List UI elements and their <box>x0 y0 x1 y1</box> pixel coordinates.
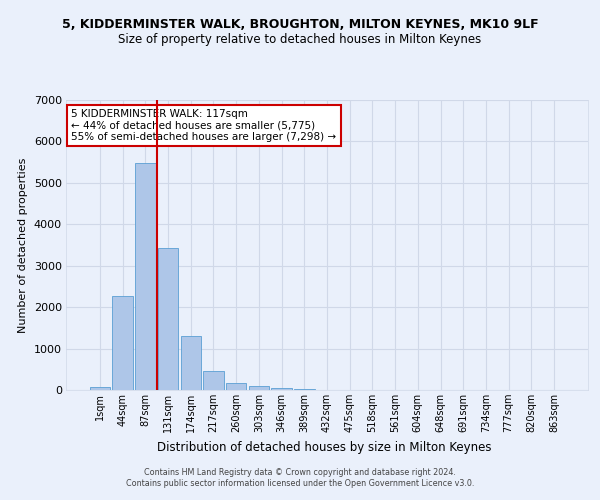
Y-axis label: Number of detached properties: Number of detached properties <box>18 158 28 332</box>
Bar <box>90 386 110 390</box>
Bar <box>271 388 292 390</box>
Bar <box>248 386 269 390</box>
Bar <box>112 296 133 390</box>
Text: 5 KIDDERMINSTER WALK: 117sqm
← 44% of detached houses are smaller (5,775)
55% of: 5 KIDDERMINSTER WALK: 117sqm ← 44% of de… <box>71 108 337 142</box>
Text: Size of property relative to detached houses in Milton Keynes: Size of property relative to detached ho… <box>118 32 482 46</box>
Bar <box>135 164 155 390</box>
Bar <box>181 336 201 390</box>
Text: 5, KIDDERMINSTER WALK, BROUGHTON, MILTON KEYNES, MK10 9LF: 5, KIDDERMINSTER WALK, BROUGHTON, MILTON… <box>62 18 538 30</box>
Text: Distribution of detached houses by size in Milton Keynes: Distribution of detached houses by size … <box>157 441 491 454</box>
Text: Contains HM Land Registry data © Crown copyright and database right 2024.
Contai: Contains HM Land Registry data © Crown c… <box>126 468 474 487</box>
Bar <box>226 384 247 390</box>
Bar <box>294 388 314 390</box>
Bar <box>203 371 224 390</box>
Bar <box>158 248 178 390</box>
